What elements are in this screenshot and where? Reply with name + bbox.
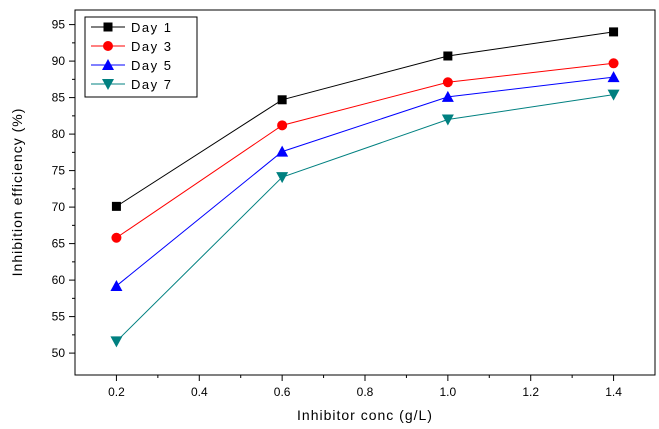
x-tick-label: 0.2 (108, 385, 125, 399)
series-2 (111, 58, 619, 243)
x-axis: 0.2 0.4 0.6 0.8 1.0 1.2 1.4 (108, 375, 622, 399)
y-tick-label: 55 (52, 310, 66, 324)
y-tick-label: 85 (52, 91, 66, 105)
legend-marker (102, 79, 114, 90)
data-point (277, 95, 287, 105)
data-point (442, 77, 453, 88)
data-point (441, 90, 454, 102)
data-point (111, 232, 122, 243)
legend-entry: Day 3 (91, 39, 172, 54)
legend-label: Day 7 (131, 77, 172, 92)
data-point (607, 71, 620, 83)
y-tick-label: 50 (52, 346, 66, 360)
y-tick-label: 75 (52, 164, 66, 178)
legend-label: Day 3 (131, 39, 172, 54)
legend: Day 1 Day 3 Day 5 Day 7 (84, 16, 198, 98)
series-3 (110, 71, 620, 291)
legend-label: Day 1 (131, 20, 172, 35)
x-tick-label: 0.6 (274, 385, 291, 399)
legend-label: Day 5 (131, 58, 172, 73)
series-4 (110, 89, 620, 348)
series-line (116, 76, 614, 287)
x-axis-title: Inhibitor conc (g/L) (297, 407, 433, 423)
legend-marker (103, 41, 113, 51)
y-tick-label: 65 (52, 237, 66, 251)
legend-entry: Day 1 (91, 20, 172, 35)
series-1 (111, 27, 619, 211)
data-point (111, 201, 121, 211)
data-point (277, 120, 288, 131)
y-tick-label: 95 (52, 18, 66, 32)
y-tick-label: 80 (52, 127, 66, 141)
data-point (276, 172, 289, 184)
data-point (443, 51, 453, 61)
data-point (441, 114, 454, 126)
series-line (116, 62, 614, 239)
x-tick-label: 1.0 (440, 385, 457, 399)
x-tick-label: 1.4 (605, 385, 622, 399)
legend-marker (102, 59, 114, 70)
y-tick-label: 60 (52, 273, 66, 287)
x-tick-label: 0.8 (357, 385, 374, 399)
series-line (116, 94, 614, 342)
data-point (608, 58, 619, 69)
data-point (276, 145, 289, 157)
data-point (607, 89, 620, 101)
y-tick-label: 70 (52, 200, 66, 214)
x-tick-label: 0.4 (191, 385, 208, 399)
legend-entry: Day 5 (91, 58, 172, 73)
legend-entry: Day 7 (91, 77, 172, 92)
y-axis-title: Inhibition efficiency (%) (9, 108, 25, 277)
x-tick-label: 1.2 (522, 385, 539, 399)
series-layer (110, 27, 620, 348)
data-point (110, 279, 123, 291)
y-axis: 50 55 60 65 70 75 80 85 90 95 (52, 18, 75, 360)
legend-marker (103, 22, 113, 32)
series-line (116, 31, 614, 207)
data-point (609, 27, 619, 37)
data-point (110, 336, 123, 348)
y-tick-label: 90 (52, 54, 66, 68)
